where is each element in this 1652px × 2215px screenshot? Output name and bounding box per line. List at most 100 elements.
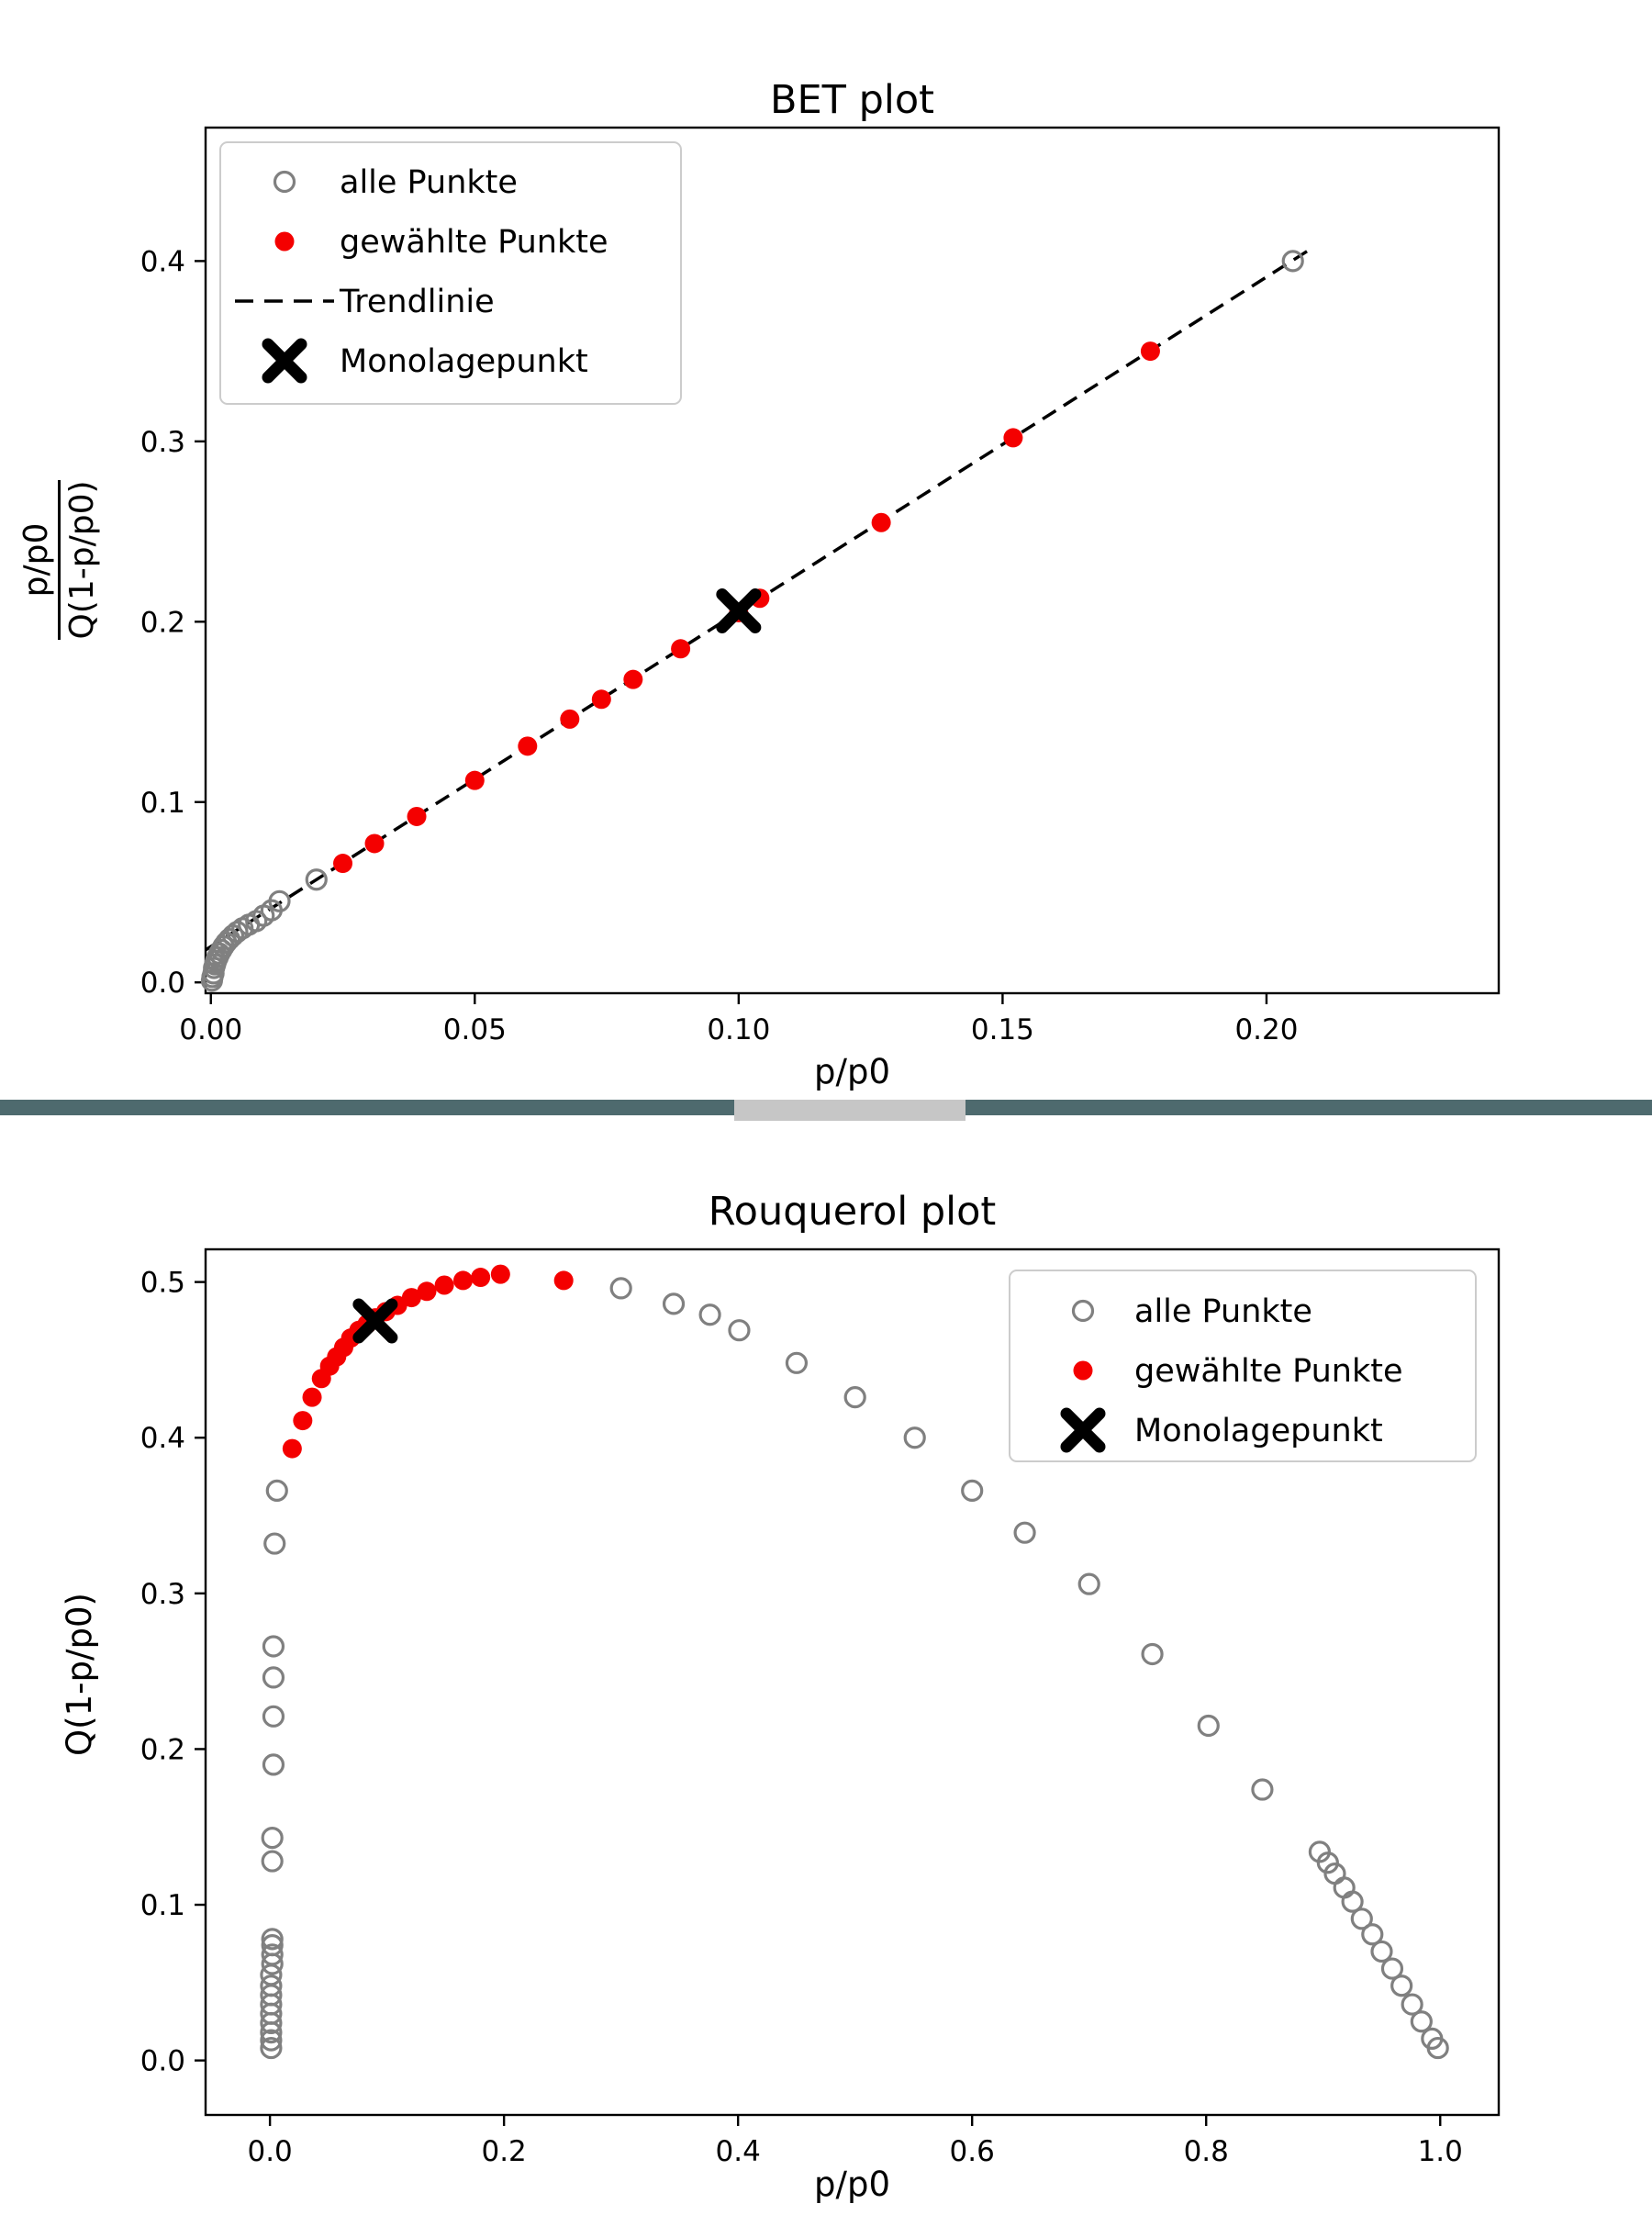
data-point-filled — [407, 806, 427, 826]
data-point-open — [260, 1974, 283, 1997]
chart-0: 0.00 0.05 0.10 0.15 0.20 0.0 0.1 0.2 0.3 0.4 alle … — [140, 126, 1501, 1046]
data-point-open — [1390, 1974, 1413, 1997]
rouquerol-ylabel: Q(1-p/p0) — [59, 1593, 99, 1756]
data-point-filled — [282, 1438, 302, 1459]
y-tick-label: 0.0 — [140, 2045, 185, 2078]
data-point-open — [261, 1934, 284, 1957]
x-tick-label: 0.8 — [1184, 2135, 1229, 2168]
data-point-filled — [871, 512, 891, 532]
y-tick-label: 0.5 — [140, 1267, 185, 1300]
y-tick-label: 0.2 — [140, 606, 185, 639]
data-point-filled — [364, 833, 385, 854]
data-point-open — [1361, 1923, 1384, 1946]
data-point-open — [261, 1827, 284, 1850]
data-point-open — [1380, 1957, 1404, 1980]
data-point-open — [662, 1292, 686, 1315]
data-point-open — [1077, 1572, 1100, 1595]
data-point-open — [1341, 1890, 1364, 1913]
y-tick-label: 0.4 — [140, 1422, 185, 1455]
legend-box — [219, 141, 682, 405]
x-tick-label: 0.6 — [950, 2135, 995, 2168]
monolayer-x-icon — [262, 338, 307, 384]
data-point-open — [260, 2036, 283, 2060]
y-tick-label: 0.4 — [140, 245, 185, 278]
data-point-filled — [453, 1270, 474, 1291]
x-tick-label: 0.20 — [1234, 1013, 1298, 1046]
data-point-filled — [490, 1264, 510, 1284]
x-tick-label: 0.00 — [179, 1013, 242, 1046]
data-point-open — [262, 1705, 285, 1728]
x-tick-label: 0.2 — [481, 2135, 526, 2168]
x-tick-label: 0.10 — [707, 1013, 770, 1046]
data-point-open — [903, 1426, 926, 1449]
data-point-open — [261, 1850, 284, 1873]
data-point-filled — [293, 1411, 313, 1431]
y-tick-label: 0.3 — [140, 1578, 185, 1611]
data-point-filled — [401, 1288, 421, 1308]
data-point-filled — [417, 1281, 437, 1302]
data-point-filled — [464, 770, 485, 790]
data-point-filled — [274, 231, 295, 252]
data-point-open — [261, 1928, 284, 1951]
monolayer-x-icon — [716, 588, 762, 634]
data-point-open — [260, 2029, 283, 2052]
x-tick-label: 0.15 — [971, 1013, 1034, 1046]
chart-1: 0.0 0.2 0.4 0.6 0.8 1.0 0.0 0.1 0.2 0.3 0.4 0.5 alle… — [140, 1247, 1501, 2168]
section-divider — [0, 1100, 1652, 1124]
bet-ylabel: p/p0 Q(1-p/p0) — [6, 395, 112, 725]
data-point-open — [226, 921, 249, 944]
data-point-open — [1410, 2010, 1433, 2033]
axes-border — [204, 1247, 1501, 2117]
data-point-open — [261, 1943, 284, 1966]
legend-label: gewählte Punkte — [340, 224, 608, 261]
data-point-open — [698, 1303, 721, 1326]
data-point-filled — [1073, 1360, 1093, 1381]
x-tick-label: 0.4 — [716, 2135, 761, 2168]
legend-label: alle Punkte — [1134, 1293, 1312, 1330]
data-point-filled — [671, 639, 691, 659]
bet-ylabel-numerator: p/p0 — [17, 480, 61, 640]
axes-border — [204, 126, 1501, 995]
monolayer-x-icon — [1060, 1407, 1106, 1453]
legend-label: Monolagepunkt — [1134, 1413, 1383, 1449]
x-tick-label: 1.0 — [1418, 2135, 1463, 2168]
legend-label: Monolagepunkt — [340, 343, 588, 380]
data-point-open — [728, 1319, 751, 1342]
legend-label: alle Punkte — [340, 164, 518, 201]
data-point-open — [263, 1532, 286, 1555]
data-point-open — [1141, 1642, 1164, 1666]
data-point-open — [273, 170, 296, 194]
data-point-open — [1370, 1940, 1393, 1963]
divider-drag-handle[interactable] — [734, 1100, 966, 1121]
data-point-filled — [471, 1268, 491, 1288]
data-point-open — [1251, 1778, 1274, 1801]
bet-plot-title: BET plot — [769, 77, 934, 123]
y-tick-label: 0.1 — [140, 787, 185, 820]
data-point-open — [1350, 1907, 1373, 1930]
rouquerol-plot-title: Rouquerol plot — [708, 1189, 997, 1235]
legend-box — [1009, 1270, 1477, 1462]
y-tick-label: 0.2 — [140, 1733, 185, 1766]
data-point-filled — [302, 1387, 322, 1407]
data-point-open — [961, 1479, 984, 1502]
x-tick-label: 0.05 — [443, 1013, 507, 1046]
data-point-open — [1316, 1851, 1339, 1874]
data-point-open — [305, 868, 328, 891]
rouquerol-xlabel: p/p0 — [814, 2165, 890, 2204]
data-point-filled — [1140, 341, 1160, 362]
data-point-open — [262, 1753, 285, 1776]
data-point-filled — [553, 1270, 574, 1291]
data-point-open — [1281, 250, 1304, 273]
data-point-open — [609, 1277, 632, 1300]
y-tick-label: 0.3 — [140, 426, 185, 459]
bet-ylabel-denominator: Q(1-p/p0) — [62, 480, 101, 640]
data-point-open — [1071, 1299, 1095, 1323]
data-point-open — [265, 1479, 288, 1502]
data-point-filled — [333, 854, 353, 874]
data-point-filled — [560, 709, 580, 729]
bet-xlabel: p/p0 — [814, 1052, 890, 1091]
monolayer-x-icon — [352, 1298, 398, 1344]
data-point-open — [1401, 1993, 1423, 2016]
legend-label: Trendlinie — [339, 284, 495, 320]
